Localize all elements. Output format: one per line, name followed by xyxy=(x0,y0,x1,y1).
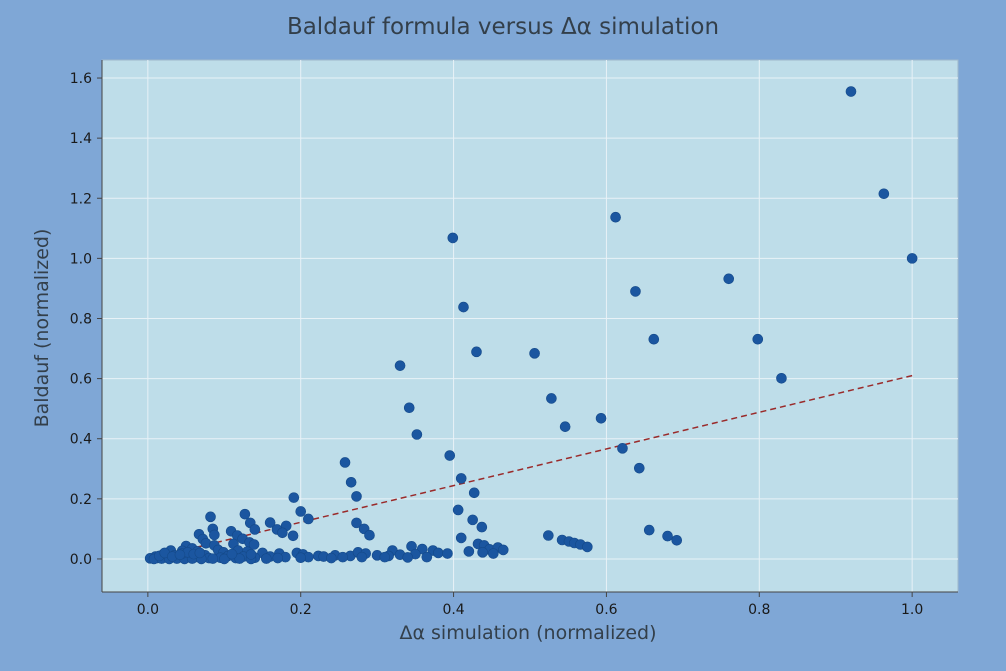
data-point xyxy=(272,552,284,564)
y-tick-label: 0.2 xyxy=(70,492,92,508)
data-point xyxy=(845,86,857,97)
data-point xyxy=(723,273,735,285)
data-point xyxy=(339,457,351,468)
data-point xyxy=(249,524,261,535)
data-point xyxy=(497,544,509,556)
data-point xyxy=(543,530,554,541)
data-point xyxy=(325,552,337,564)
data-point xyxy=(477,547,488,558)
y-tick-label: 0.8 xyxy=(70,311,92,327)
chart-title: Baldauf formula versus Δα simulation xyxy=(286,14,720,40)
x-tick-label: 0.0 xyxy=(137,602,159,618)
data-point xyxy=(444,450,456,461)
data-point xyxy=(582,541,593,553)
data-point xyxy=(471,346,482,358)
data-point xyxy=(468,487,480,499)
data-point xyxy=(207,553,219,564)
data-point xyxy=(174,549,186,561)
y-tick-label: 1.6 xyxy=(70,71,92,87)
data-point xyxy=(394,360,406,371)
x-tick-label: 0.6 xyxy=(595,602,617,618)
x-tick-label: 0.4 xyxy=(442,602,464,618)
y-tick-label: 0.4 xyxy=(70,432,92,448)
data-point xyxy=(442,548,453,559)
data-point xyxy=(295,552,307,564)
data-point xyxy=(467,514,478,526)
data-point xyxy=(205,511,216,523)
data-point xyxy=(287,530,299,542)
data-point xyxy=(351,491,362,502)
data-point xyxy=(421,551,433,563)
data-point xyxy=(455,532,467,544)
data-point xyxy=(337,551,349,563)
data-point xyxy=(447,232,459,244)
data-point xyxy=(476,521,488,533)
data-point xyxy=(379,551,391,563)
data-point xyxy=(226,548,238,560)
y-tick-label: 1.2 xyxy=(70,191,92,207)
data-point xyxy=(455,473,467,484)
data-point xyxy=(752,333,764,345)
data-point xyxy=(878,188,890,200)
data-point xyxy=(218,553,230,565)
data-point xyxy=(595,412,607,424)
data-point xyxy=(452,504,464,516)
data-point xyxy=(356,551,368,563)
data-point xyxy=(529,348,540,359)
data-point xyxy=(458,301,469,313)
data-point xyxy=(648,333,660,345)
data-point xyxy=(351,517,362,529)
x-axis-label: Δα simulation (normalized) xyxy=(399,622,657,644)
data-point xyxy=(488,548,499,559)
data-point xyxy=(194,547,206,559)
data-point xyxy=(610,211,621,223)
data-point xyxy=(403,402,415,414)
y-tick-label: 1.0 xyxy=(70,251,92,267)
data-point xyxy=(239,508,251,520)
data-point xyxy=(630,286,641,297)
data-point xyxy=(546,393,557,404)
data-point xyxy=(463,546,475,557)
data-point xyxy=(633,462,645,474)
data-point xyxy=(776,372,787,384)
data-point xyxy=(559,421,571,432)
y-tick-label: 0.6 xyxy=(70,372,92,388)
data-point xyxy=(402,552,414,563)
y-tick-label: 1.4 xyxy=(70,131,92,147)
data-point xyxy=(295,506,307,517)
data-point xyxy=(261,553,272,564)
data-point xyxy=(264,517,276,528)
data-point xyxy=(303,513,314,525)
data-point xyxy=(245,549,257,560)
data-point xyxy=(617,443,628,454)
data-point xyxy=(277,527,288,539)
data-point xyxy=(411,429,423,440)
x-tick-label: 1.0 xyxy=(901,602,923,618)
data-point xyxy=(906,253,918,264)
x-tick-label: 0.8 xyxy=(748,602,770,618)
data-point xyxy=(643,524,655,536)
data-point xyxy=(662,530,673,542)
y-tick-label: 0.0 xyxy=(70,552,92,568)
data-point xyxy=(345,476,357,488)
data-point xyxy=(364,529,375,541)
data-point xyxy=(248,539,260,550)
data-point xyxy=(288,492,300,503)
data-point xyxy=(432,547,444,559)
x-tick-label: 0.2 xyxy=(290,602,312,618)
y-axis-label: Baldauf (normalized) xyxy=(31,228,53,428)
data-point xyxy=(671,535,683,546)
data-point xyxy=(209,529,220,541)
plot-area xyxy=(101,59,959,593)
